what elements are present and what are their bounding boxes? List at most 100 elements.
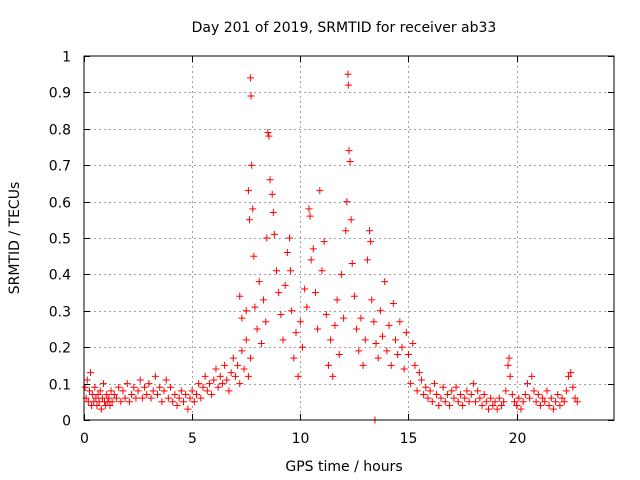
data-point	[275, 289, 283, 297]
data-point	[487, 394, 495, 402]
data-point	[98, 394, 106, 402]
data-point	[266, 176, 274, 184]
data-point	[500, 398, 508, 406]
data-point	[238, 314, 246, 322]
data-point	[156, 383, 164, 391]
data-point	[99, 380, 107, 388]
data-point	[115, 383, 123, 391]
data-point	[539, 394, 547, 402]
data-point	[345, 147, 353, 155]
data-point	[125, 398, 133, 406]
data-point	[422, 383, 430, 391]
data-point	[417, 376, 425, 384]
data-point	[203, 387, 211, 395]
x-tick-label: 0	[80, 431, 89, 447]
data-point	[461, 394, 469, 402]
data-point	[532, 398, 540, 406]
data-point	[374, 354, 382, 362]
data-point	[138, 394, 146, 402]
data-point	[117, 398, 125, 406]
y-tick-label: 0	[62, 414, 71, 430]
data-point	[372, 340, 380, 348]
data-point	[545, 401, 553, 409]
data-point	[164, 394, 172, 402]
data-point	[571, 394, 579, 402]
data-point	[260, 296, 268, 304]
data-point	[528, 372, 536, 380]
data-point	[167, 383, 175, 391]
data-point	[132, 394, 140, 402]
data-point	[337, 270, 345, 278]
data-point	[244, 372, 252, 380]
data-point	[112, 394, 120, 402]
data-point	[288, 307, 296, 315]
data-point	[306, 212, 314, 220]
data-point	[265, 132, 273, 140]
data-point	[346, 158, 354, 166]
data-point	[472, 398, 480, 406]
y-tick-label: 0.9	[49, 86, 71, 102]
data-point	[459, 401, 467, 409]
data-point	[355, 347, 363, 355]
data-point	[242, 307, 250, 315]
y-tick-label: 0.5	[49, 232, 71, 248]
data-point	[154, 391, 162, 399]
data-point	[411, 361, 419, 369]
data-point	[567, 369, 575, 377]
data-point	[482, 398, 490, 406]
data-point	[97, 405, 105, 413]
data-point	[469, 380, 477, 388]
data-point	[212, 365, 220, 373]
data-point	[262, 318, 270, 326]
y-tick-label: 0.8	[49, 123, 71, 139]
data-point	[218, 380, 226, 388]
data-point	[201, 372, 209, 380]
data-point	[121, 394, 129, 402]
data-point	[534, 391, 542, 399]
data-point	[463, 387, 471, 395]
x-tick-label: 20	[509, 431, 527, 447]
data-point	[407, 380, 415, 388]
data-point	[108, 398, 116, 406]
data-point	[188, 387, 196, 395]
data-point	[158, 398, 166, 406]
data-point	[244, 187, 252, 195]
data-point	[320, 238, 328, 246]
data-point	[286, 234, 294, 242]
chart-title: Day 201 of 2019, SRMTID for receiver ab3…	[192, 20, 497, 36]
data-point	[543, 387, 551, 395]
data-point	[465, 398, 473, 406]
x-axis-label: GPS time / hours	[285, 459, 402, 475]
data-point	[558, 394, 566, 402]
data-point	[227, 369, 235, 377]
data-point	[383, 347, 391, 355]
data-point	[439, 383, 447, 391]
data-point	[128, 391, 136, 399]
data-point	[197, 394, 205, 402]
data-point	[314, 325, 322, 333]
data-point	[329, 372, 337, 380]
data-point	[485, 405, 493, 413]
data-point	[565, 372, 573, 380]
y-tick-label: 0.6	[49, 196, 71, 212]
data-point	[506, 372, 514, 380]
data-point	[136, 376, 144, 384]
data-point	[250, 252, 258, 260]
data-point	[513, 401, 521, 409]
data-point	[173, 401, 181, 409]
data-point	[247, 354, 255, 362]
data-point	[361, 336, 369, 344]
y-tick-label: 0.3	[49, 305, 71, 321]
data-point	[248, 161, 256, 169]
data-point	[443, 391, 451, 399]
data-point	[428, 398, 436, 406]
data-point	[96, 387, 104, 395]
data-point	[175, 394, 183, 402]
data-point	[86, 369, 94, 377]
data-point	[357, 314, 365, 322]
data-point	[184, 405, 192, 413]
data-point	[245, 216, 253, 224]
data-point	[350, 292, 358, 300]
data-point	[505, 354, 513, 362]
data-point	[221, 361, 229, 369]
